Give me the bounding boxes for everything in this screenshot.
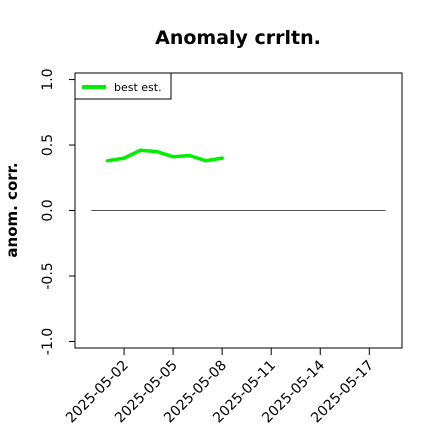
data-point bbox=[220, 156, 224, 160]
x-axis: 2025-05-022025-05-052025-05-082025-05-11… bbox=[63, 347, 377, 426]
data-point bbox=[106, 159, 109, 162]
y-axis-label: anom. corr. bbox=[3, 162, 21, 257]
data-point bbox=[171, 155, 175, 159]
data-point bbox=[139, 149, 142, 152]
legend: best est. bbox=[74, 72, 172, 100]
y-tick-label: 0.0 bbox=[40, 199, 56, 221]
legend-label-best-est: best est. bbox=[114, 81, 162, 94]
data-point bbox=[155, 150, 158, 153]
y-tick-label: -0.5 bbox=[40, 262, 56, 289]
series-line-0 bbox=[105, 148, 224, 163]
data-point bbox=[204, 159, 207, 162]
data-point bbox=[188, 154, 191, 157]
y-axis: -1.0 -0.5 0.0 0.5 1.0 bbox=[40, 68, 76, 355]
chart-title: Anomaly crrltn. bbox=[155, 27, 321, 49]
y-tick-label: -1.0 bbox=[40, 328, 56, 355]
y-tick-label: 1.0 bbox=[40, 68, 56, 90]
data-point bbox=[122, 156, 126, 160]
y-tick-label: 0.5 bbox=[40, 134, 56, 156]
series-layer bbox=[105, 148, 224, 163]
